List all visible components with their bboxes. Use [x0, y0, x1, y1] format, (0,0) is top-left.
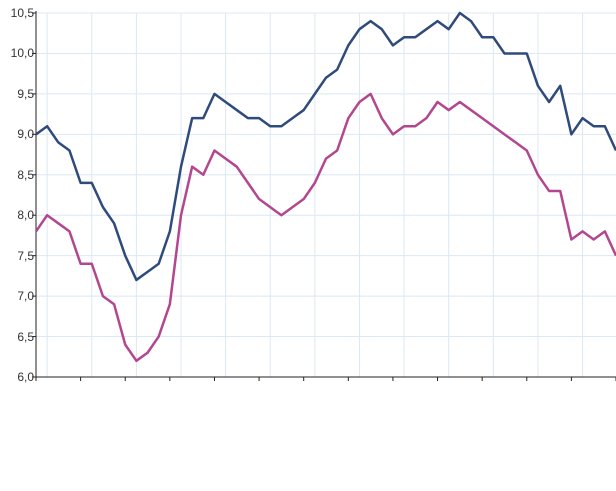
y-tick-label: 9,5 — [17, 86, 34, 101]
y-tick-label: 8,5 — [17, 167, 34, 182]
y-tick-label: 7,0 — [17, 289, 34, 304]
y-tick-label: 10,5 — [10, 6, 34, 20]
y-tick-label: 9,0 — [17, 127, 34, 142]
y-tick-label: 7,5 — [17, 248, 34, 263]
y-tick-label: 10,0 — [10, 46, 34, 61]
series-line-1 — [35, 11, 616, 282]
y-tick-label: 6,0 — [17, 370, 34, 384]
y-tick-label: 6,5 — [17, 329, 34, 344]
y-tick-label: 8,0 — [17, 208, 34, 223]
series-line-2 — [34, 92, 616, 363]
